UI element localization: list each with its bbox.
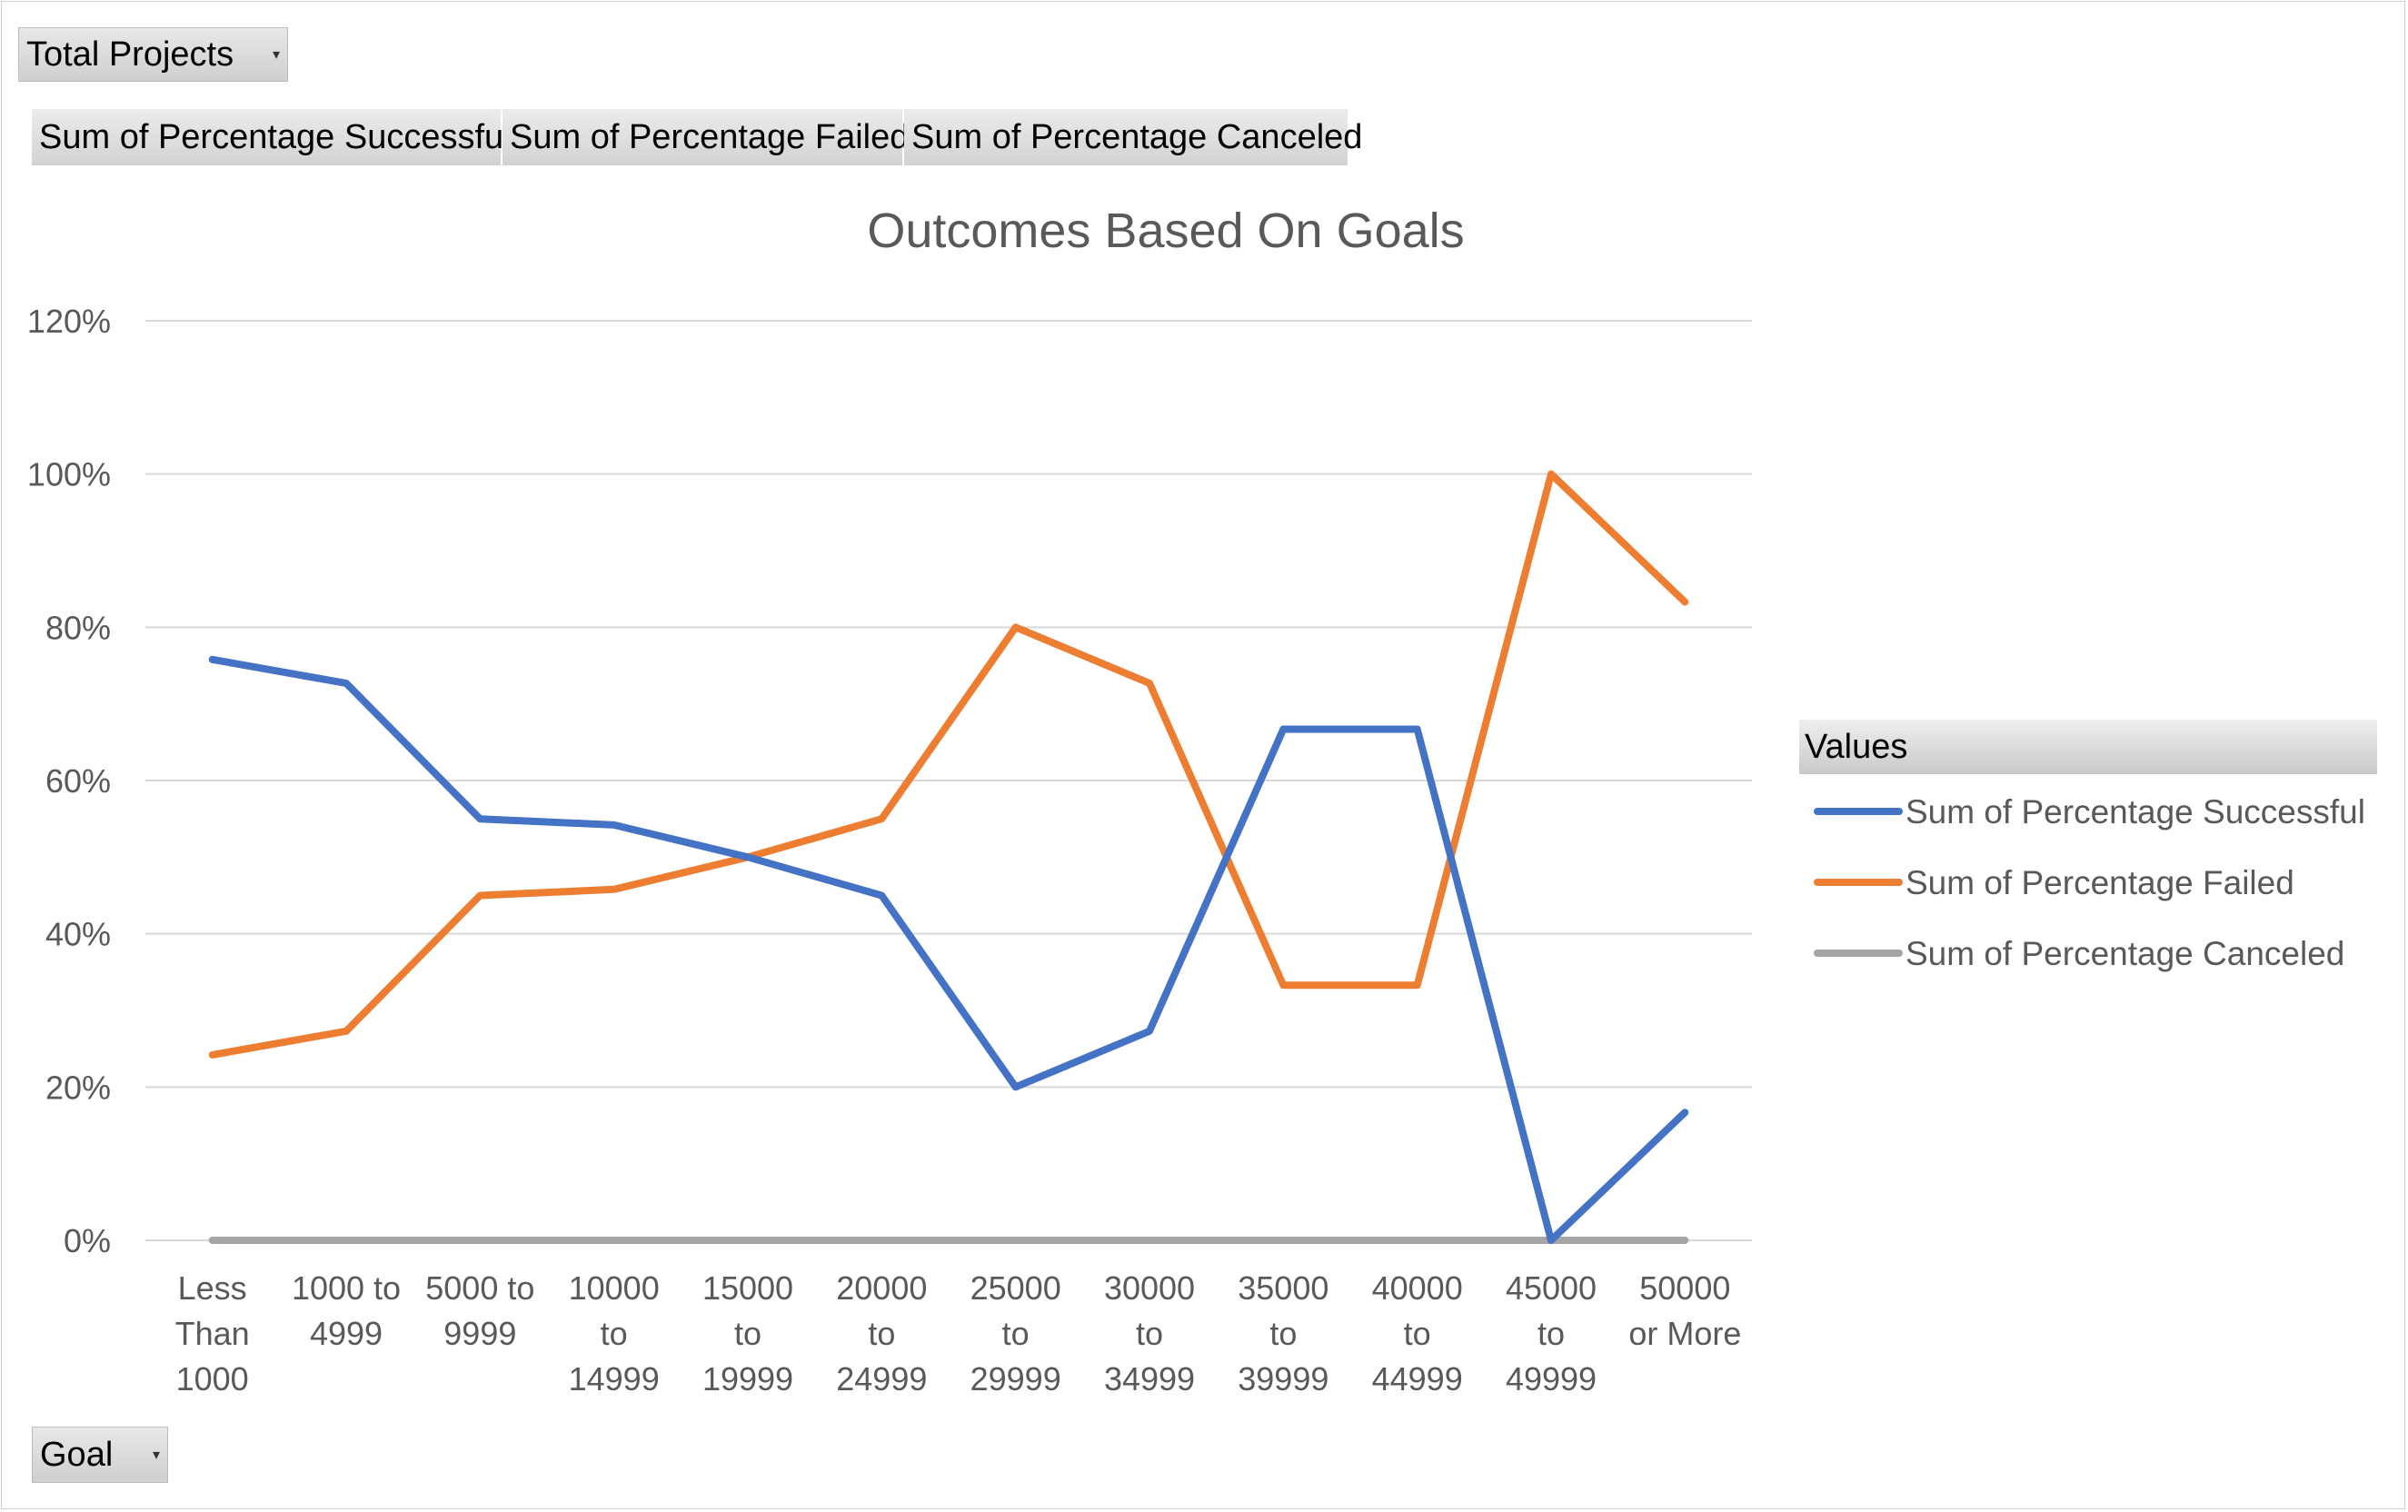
data-point[interactable] xyxy=(1684,1111,1686,1113)
y-tick-label: 120% xyxy=(27,303,111,340)
legend-label-successful[interactable]: Sum of Percentage Successful xyxy=(1906,793,2365,831)
y-tick-label: 100% xyxy=(27,456,111,493)
x-tick-label: 30000 to 34999 xyxy=(1104,1269,1195,1398)
axis-field-goal[interactable]: Goal ▾ xyxy=(32,1427,168,1483)
x-tick-label: 10000 to 14999 xyxy=(569,1269,660,1398)
series-lines xyxy=(208,470,1689,1244)
data-point[interactable] xyxy=(1684,1239,1686,1241)
x-tick-label: 1000 to 4999 xyxy=(292,1269,401,1352)
data-point[interactable] xyxy=(1282,1239,1284,1241)
data-point[interactable] xyxy=(1417,1239,1418,1241)
data-point[interactable] xyxy=(1417,728,1418,730)
x-tick-label: 20000 to 24999 xyxy=(836,1269,927,1398)
data-point[interactable] xyxy=(747,856,749,858)
y-tick-label: 20% xyxy=(45,1069,111,1106)
x-tick-label: 40000 to 44999 xyxy=(1372,1269,1463,1398)
data-point[interactable] xyxy=(1550,1239,1552,1241)
x-axis-ticks: Less Than 1000 1000 to 4999 5000 to 9999 10000 t… xyxy=(175,1269,1742,1398)
chart-title: Outcomes Based On Goals xyxy=(867,204,1464,258)
x-tick-label: 25000 to 29999 xyxy=(970,1269,1061,1398)
y-tick-label: 40% xyxy=(45,916,111,953)
report-filter-total-projects[interactable]: Total Projects ▾ xyxy=(18,27,288,82)
data-point[interactable] xyxy=(1015,626,1017,628)
data-point[interactable] xyxy=(1282,728,1284,730)
data-point[interactable] xyxy=(613,1239,615,1241)
data-point[interactable] xyxy=(881,818,882,820)
data-point[interactable] xyxy=(345,1030,347,1032)
chevron-down-icon[interactable]: ▾ xyxy=(152,1447,160,1463)
data-point[interactable] xyxy=(1149,1239,1150,1241)
legend-label-canceled[interactable]: Sum of Percentage Canceled xyxy=(1906,935,2344,972)
series-line-failed[interactable] xyxy=(208,470,1689,1059)
data-point[interactable] xyxy=(479,818,481,820)
data-point[interactable] xyxy=(1149,1030,1150,1032)
data-point[interactable] xyxy=(613,889,615,890)
data-point[interactable] xyxy=(212,1239,214,1241)
data-point[interactable] xyxy=(212,1054,214,1056)
x-tick-label: 5000 to 9999 xyxy=(425,1269,534,1352)
report-filter-label: Total Projects xyxy=(26,35,234,74)
x-tick-label: Less Than 1000 xyxy=(175,1269,250,1398)
series-line-successful[interactable] xyxy=(208,655,1689,1244)
x-tick-label: 50000 or More xyxy=(1628,1269,1741,1352)
y-tick-label: 80% xyxy=(45,609,111,646)
data-point[interactable] xyxy=(881,1239,882,1241)
legend-header[interactable]: Values xyxy=(1799,720,2377,774)
data-point[interactable] xyxy=(1015,1239,1017,1241)
data-point[interactable] xyxy=(479,1239,481,1241)
axis-field-label: Goal xyxy=(40,1435,114,1474)
data-point[interactable] xyxy=(1282,984,1284,986)
data-point[interactable] xyxy=(212,659,214,661)
y-tick-label: 0% xyxy=(64,1222,111,1259)
data-point[interactable] xyxy=(613,824,615,826)
value-field-canceled[interactable]: Sum of Percentage Canceled xyxy=(904,109,1362,165)
data-point[interactable] xyxy=(1015,1086,1017,1088)
legend: Sum of Percentage Successful Sum of Perce… xyxy=(1814,793,2365,972)
x-tick-label: 15000 to 19999 xyxy=(702,1269,793,1398)
data-point[interactable] xyxy=(479,895,481,896)
value-field-successful[interactable]: Sum of Percentage Successful xyxy=(32,109,512,165)
value-field-failed[interactable]: Sum of Percentage Failed xyxy=(502,109,909,165)
data-point[interactable] xyxy=(1417,984,1418,986)
legend-label-failed[interactable]: Sum of Percentage Failed xyxy=(1906,864,2294,901)
data-point[interactable] xyxy=(1149,682,1150,684)
value-fields-row: Sum of Percentage Successful Sum of Perc… xyxy=(32,109,1362,165)
data-point[interactable] xyxy=(747,1239,749,1241)
gridlines xyxy=(145,320,1752,1241)
data-point[interactable] xyxy=(1550,473,1552,475)
data-point[interactable] xyxy=(881,895,882,896)
data-point[interactable] xyxy=(345,1239,347,1241)
x-tick-label: 35000 to 39999 xyxy=(1238,1269,1328,1398)
y-tick-label: 60% xyxy=(45,762,111,800)
x-tick-label: 45000 to 49999 xyxy=(1506,1269,1597,1398)
chevron-down-icon[interactable]: ▾ xyxy=(272,47,280,63)
data-point[interactable] xyxy=(345,682,347,684)
y-axis-ticks: 0% 20% 40% 60% 80% 100% 120% xyxy=(27,303,111,1259)
